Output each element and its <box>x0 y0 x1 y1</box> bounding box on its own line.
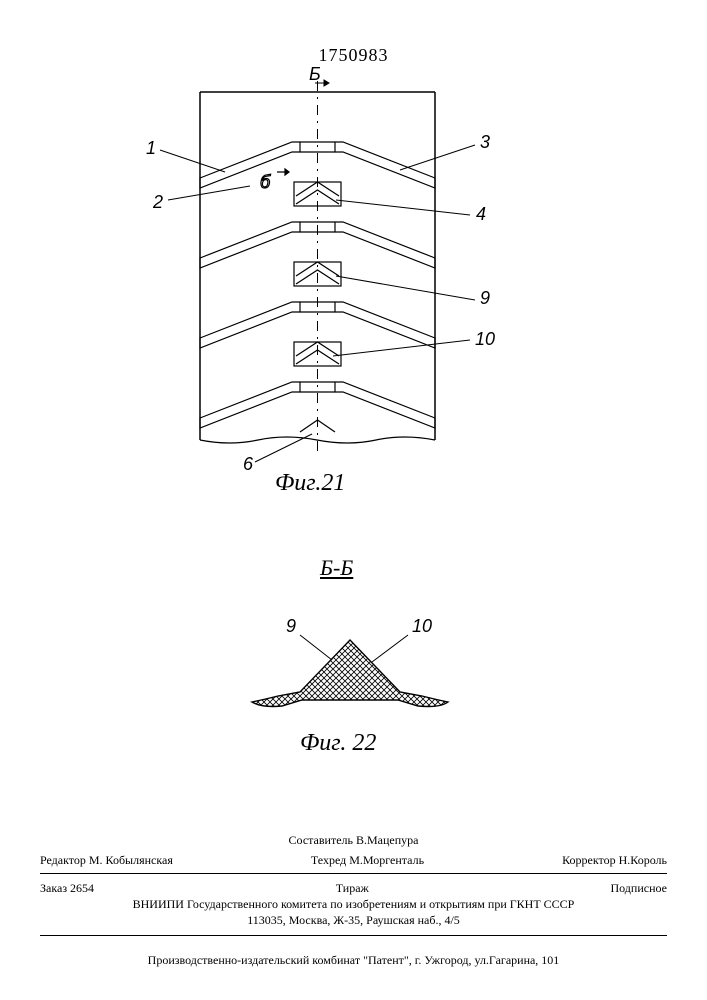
section-marker-top: Б <box>309 64 321 84</box>
footer-techred: Техред М.Моргенталь <box>311 852 424 868</box>
page: 1750983 Б б <box>0 0 707 1000</box>
callout-1: 1 <box>146 138 156 158</box>
footer-corrector: Корректор Н.Король <box>562 852 667 868</box>
footer-order-row: Заказ 2654 Тираж Подписное <box>40 880 667 896</box>
callout-10a: 10 <box>475 329 495 349</box>
footer-credits-row: Редактор М. Кобылянская Техред М.Моргент… <box>40 852 667 868</box>
footer-rule-1 <box>40 873 667 874</box>
fig21-label: Фиг.21 <box>275 470 345 497</box>
footer-org: ВНИИПИ Государственного комитета по изоб… <box>40 896 667 912</box>
footer-order: Заказ 2654 <box>40 880 94 896</box>
footer-rule-2 <box>40 935 667 936</box>
callout-2: 2 <box>152 192 163 212</box>
fig22-label: Фиг. 22 <box>300 730 376 757</box>
footer-subscription: Подписное <box>610 880 667 896</box>
callout-10b: 10 <box>412 616 432 636</box>
footer-addr1: 113035, Москва, Ж-35, Раушская наб., 4/5 <box>40 912 667 928</box>
callout-4: 4 <box>476 204 486 224</box>
footer-printrun: Тираж <box>336 880 369 896</box>
callout-9b: 9 <box>286 616 296 636</box>
footer-editor: Редактор М. Кобылянская <box>40 852 173 868</box>
callout-3: 3 <box>480 132 490 152</box>
figure-21: Б б <box>0 0 707 470</box>
callout-6: 6 <box>243 454 254 474</box>
section-marker-inner: б <box>260 172 271 192</box>
callout-9a: 9 <box>480 288 490 308</box>
footer-printer: Производственно-издательский комбинат "П… <box>40 952 667 968</box>
section-bb-title: Б-Б <box>320 555 353 581</box>
footer-compiler: Составитель В.Мацепура <box>40 832 667 848</box>
